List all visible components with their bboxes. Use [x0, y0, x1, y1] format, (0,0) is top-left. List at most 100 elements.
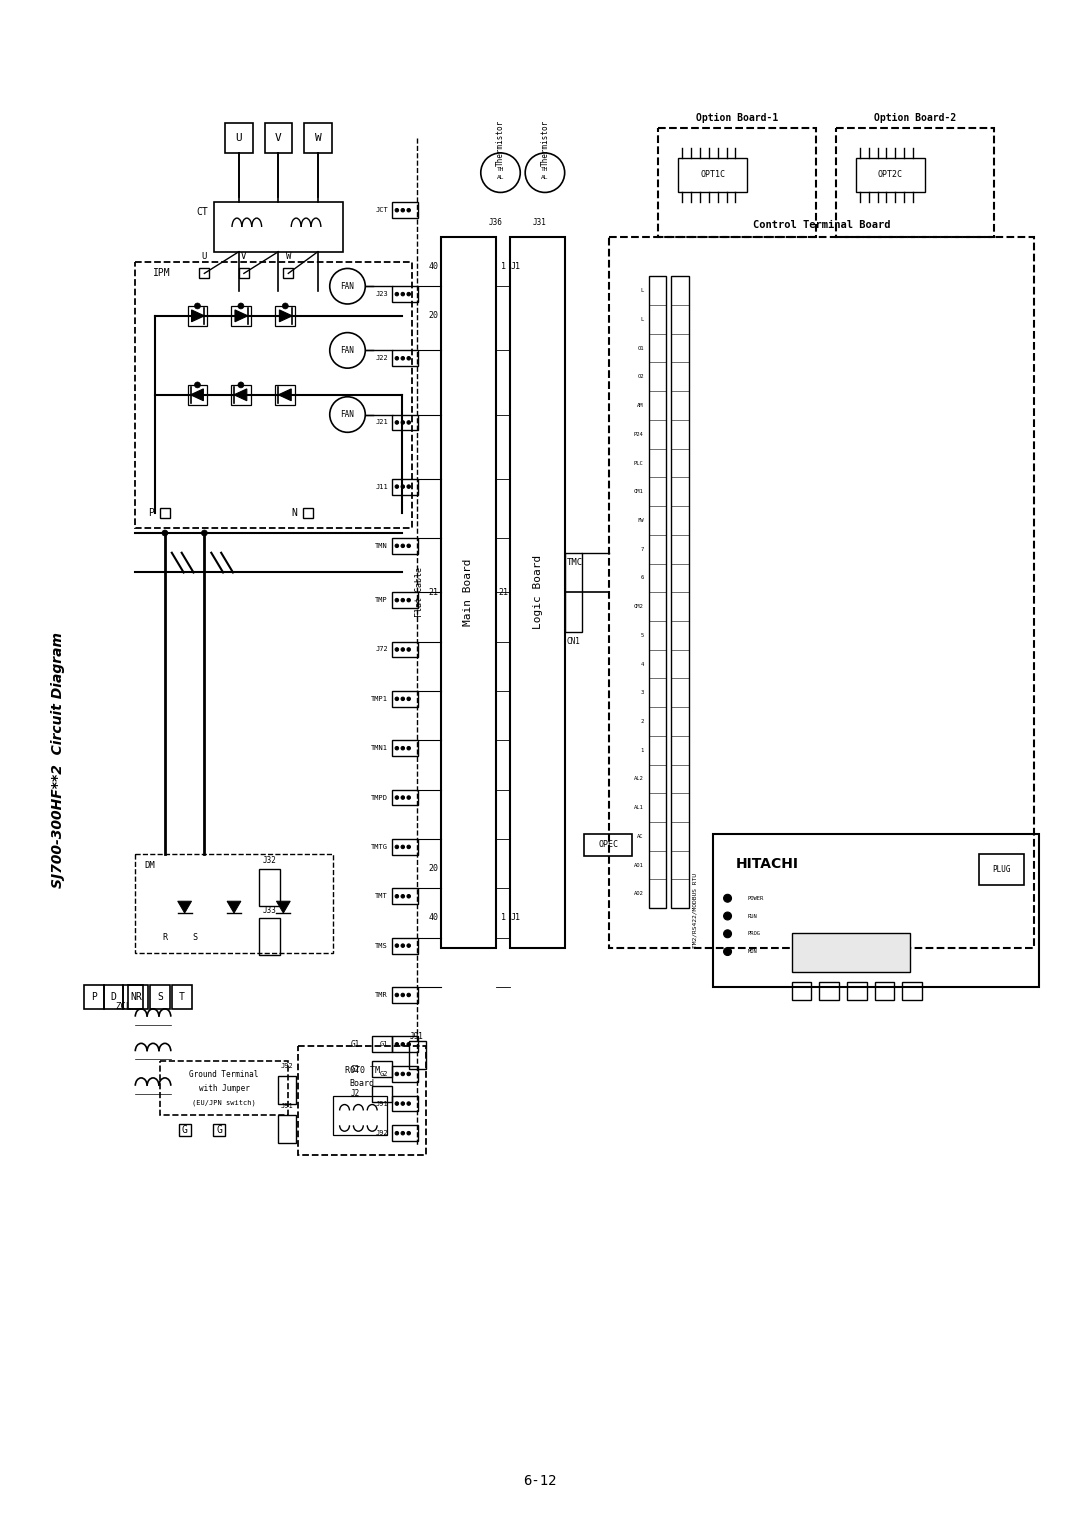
Bar — [188, 385, 207, 405]
Text: J92: J92 — [281, 1063, 294, 1069]
Circle shape — [407, 647, 410, 651]
Bar — [392, 414, 418, 431]
Text: G2: G2 — [351, 1064, 361, 1073]
Text: R0T0 TM: R0T0 TM — [345, 1066, 380, 1075]
Text: J11: J11 — [375, 484, 388, 490]
Circle shape — [395, 747, 399, 750]
Text: J2: J2 — [351, 1089, 361, 1098]
Text: FAN: FAN — [340, 411, 354, 418]
Bar — [875, 982, 894, 1000]
Text: Thermistor: Thermistor — [540, 121, 550, 166]
Text: FAN: FAN — [340, 347, 354, 354]
Text: PROG: PROG — [747, 931, 760, 936]
Text: 1: 1 — [501, 913, 505, 922]
Text: J91: J91 — [375, 1101, 388, 1107]
Bar — [225, 124, 253, 153]
Bar — [305, 124, 332, 153]
Circle shape — [724, 948, 731, 956]
Text: P24: P24 — [634, 432, 644, 437]
Text: J36: J36 — [488, 217, 502, 226]
Bar — [129, 985, 148, 1009]
Text: S: S — [157, 993, 163, 1002]
Text: TMN1: TMN1 — [372, 745, 388, 751]
Circle shape — [401, 696, 405, 701]
Bar — [565, 553, 582, 632]
Circle shape — [395, 1102, 399, 1106]
Bar — [392, 938, 418, 953]
Bar — [392, 690, 418, 707]
Circle shape — [401, 1043, 405, 1046]
Bar — [178, 1124, 190, 1136]
Text: FW: FW — [637, 518, 644, 522]
Text: 6-12: 6-12 — [523, 1474, 557, 1487]
Circle shape — [395, 208, 399, 212]
Circle shape — [407, 696, 410, 701]
Polygon shape — [276, 901, 291, 913]
Circle shape — [329, 269, 365, 304]
Text: DM: DM — [145, 861, 156, 870]
Circle shape — [407, 208, 410, 212]
Circle shape — [395, 1043, 399, 1046]
Circle shape — [395, 844, 399, 849]
Bar — [172, 985, 191, 1009]
Text: S: S — [192, 933, 197, 942]
Bar — [792, 933, 910, 973]
Circle shape — [395, 1072, 399, 1075]
Text: 20: 20 — [429, 312, 438, 321]
Bar — [672, 276, 689, 909]
Circle shape — [407, 747, 410, 750]
Text: L: L — [640, 289, 644, 293]
Text: Option Board-1: Option Board-1 — [697, 113, 779, 124]
Text: PLUG: PLUG — [993, 866, 1011, 873]
Bar — [392, 789, 418, 805]
Bar — [980, 854, 1024, 886]
Text: 1: 1 — [640, 748, 644, 753]
Text: HITACHI: HITACHI — [735, 857, 798, 870]
Bar — [678, 157, 747, 192]
Text: (EU/JPN switch): (EU/JPN switch) — [192, 1099, 256, 1106]
Circle shape — [401, 796, 405, 799]
Text: J91: J91 — [409, 1032, 423, 1041]
Polygon shape — [235, 310, 247, 322]
Circle shape — [407, 420, 410, 425]
Text: AO2: AO2 — [634, 892, 644, 896]
Text: 21: 21 — [499, 588, 509, 597]
Circle shape — [407, 1043, 410, 1046]
Text: R: R — [162, 933, 167, 942]
Bar — [160, 508, 170, 518]
Circle shape — [401, 844, 405, 849]
Bar — [649, 276, 666, 909]
Text: 3: 3 — [640, 690, 644, 695]
Text: J1: J1 — [511, 263, 521, 270]
Text: Thermistor: Thermistor — [496, 121, 505, 166]
Bar — [408, 1041, 427, 1069]
Bar — [231, 385, 251, 405]
Circle shape — [407, 599, 410, 602]
Circle shape — [724, 895, 731, 902]
Bar — [188, 305, 207, 325]
Bar — [511, 237, 565, 948]
Bar — [231, 305, 251, 325]
Bar — [392, 286, 418, 302]
Text: TMR: TMR — [375, 993, 388, 999]
Text: TMN: TMN — [375, 542, 388, 548]
Text: V: V — [275, 133, 282, 144]
Circle shape — [282, 302, 288, 308]
Bar — [373, 1086, 392, 1101]
Bar — [392, 1066, 418, 1081]
Text: IPM: IPM — [153, 269, 171, 278]
Circle shape — [407, 1072, 410, 1075]
Circle shape — [395, 647, 399, 651]
Text: J72: J72 — [375, 646, 388, 652]
Polygon shape — [280, 310, 293, 322]
Polygon shape — [234, 389, 247, 400]
Text: J22: J22 — [375, 356, 388, 362]
Text: AL2: AL2 — [634, 776, 644, 782]
Circle shape — [401, 895, 405, 898]
Bar — [104, 985, 123, 1009]
Text: G2: G2 — [379, 1070, 388, 1077]
Bar — [239, 269, 248, 278]
Polygon shape — [279, 389, 292, 400]
Text: D: D — [110, 993, 117, 1002]
Text: TMC: TMC — [567, 557, 582, 567]
